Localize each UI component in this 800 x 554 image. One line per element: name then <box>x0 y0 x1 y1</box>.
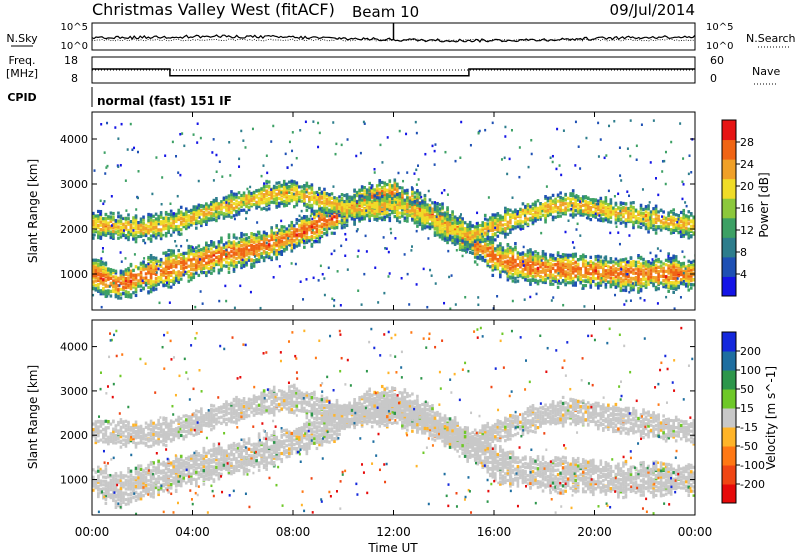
x-tick-label: 12:00 <box>376 525 411 539</box>
power-ytick-label: 4000 <box>60 133 88 146</box>
x-tick-label: 20:00 <box>577 525 612 539</box>
x-tick-label: 16:00 <box>477 525 512 539</box>
power-colorbar-tick: 28 <box>740 136 754 149</box>
date-label: 09/Jul/2014 <box>610 1 695 19</box>
noise-right-tick-bottom: 10^0 <box>706 41 733 52</box>
velocity-ytick-label: 2000 <box>60 429 88 442</box>
velocity-colorbar-tick: 200 <box>740 345 761 358</box>
velocity-colorbar-tick: -50 <box>740 440 758 453</box>
velocity-colorbar-tick: -15 <box>740 421 758 434</box>
velocity-colorbar-tick: 100 <box>740 364 761 377</box>
x-axis-label: Time UT <box>367 541 418 554</box>
velocity-colorbar: 200 100 50 15 -15 -50 -100 -200 <box>721 331 765 504</box>
velocity-colorbar-tick: 15 <box>740 402 754 415</box>
x-tick-label: 00:00 <box>678 525 713 539</box>
velocity-colorbar-tick: -100 <box>740 459 765 472</box>
velocity-ytick-label: 1000 <box>60 474 88 487</box>
velocity-panel: 1000 2000 3000 4000 Slant Range [km] 200 100… <box>26 319 778 516</box>
cpid-program: normal (fast) 151 IF <box>97 94 232 108</box>
noise-panel: N.Sky 10^5 10^0 10^5 10^0 N.Search <box>6 22 795 52</box>
power-colorbar-label: Power [dB] <box>757 172 771 237</box>
velocity-colorbar-tick: 50 <box>740 383 754 396</box>
freq-tick-top: 18 <box>64 54 78 67</box>
power-colorbar-tick: 12 <box>740 224 754 237</box>
freq-label-line2: [MHz] <box>6 67 38 80</box>
power-colorbar-tick: 16 <box>740 202 754 215</box>
freq-label-line1: Freq. <box>8 54 35 67</box>
noise-right-label: N.Search <box>746 32 796 45</box>
freq-panel: Freq. [MHz] 18 8 60 0 Nave <box>6 54 781 85</box>
power-colorbar-tick: 8 <box>740 246 747 259</box>
x-tick-label: 08:00 <box>276 525 311 539</box>
x-tick-label: 00:00 <box>75 525 110 539</box>
noise-right-tick-top: 10^5 <box>706 22 733 33</box>
nave-tick-bottom: 0 <box>710 72 717 85</box>
power-ytick-label: 1000 <box>60 268 88 281</box>
station-title: Christmas Valley West (fitACF) <box>92 0 335 19</box>
velocity-ytick-label: 3000 <box>60 385 88 398</box>
power-colorbar-tick: 20 <box>740 180 754 193</box>
velocity-colorbar-label: Velocity [m s^-1] <box>764 366 778 470</box>
x-tick-label: 04:00 <box>175 525 210 539</box>
power-ytick-label: 2000 <box>60 223 88 236</box>
power-ylabel: Slant Range [km] <box>26 159 40 263</box>
nave-tick-top: 60 <box>710 54 724 67</box>
velocity-ylabel: Slant Range [km] <box>26 365 40 469</box>
power-panel: 1000 2000 3000 4000 Slant Range [km] 4 8 12 16… <box>26 111 771 311</box>
power-colorbar-tick: 4 <box>740 268 747 281</box>
nave-label: Nave <box>752 65 780 78</box>
beam-label: Beam 10 <box>352 3 419 21</box>
velocity-ytick-label: 4000 <box>60 341 88 354</box>
noise-left-tick-top: 10^5 <box>61 22 88 33</box>
freq-tick-bottom: 8 <box>71 72 78 85</box>
noise-left-tick-bottom: 10^0 <box>61 41 88 52</box>
noise-left-label: N.Sky <box>6 32 38 45</box>
velocity-colorbar-tick: -200 <box>740 478 765 491</box>
power-colorbar-tick: 24 <box>740 158 754 171</box>
power-ytick-label: 3000 <box>60 178 88 191</box>
power-colorbar: 4 8 12 16 20 24 28 <box>721 119 754 297</box>
cpid-label: CPID <box>7 91 36 104</box>
